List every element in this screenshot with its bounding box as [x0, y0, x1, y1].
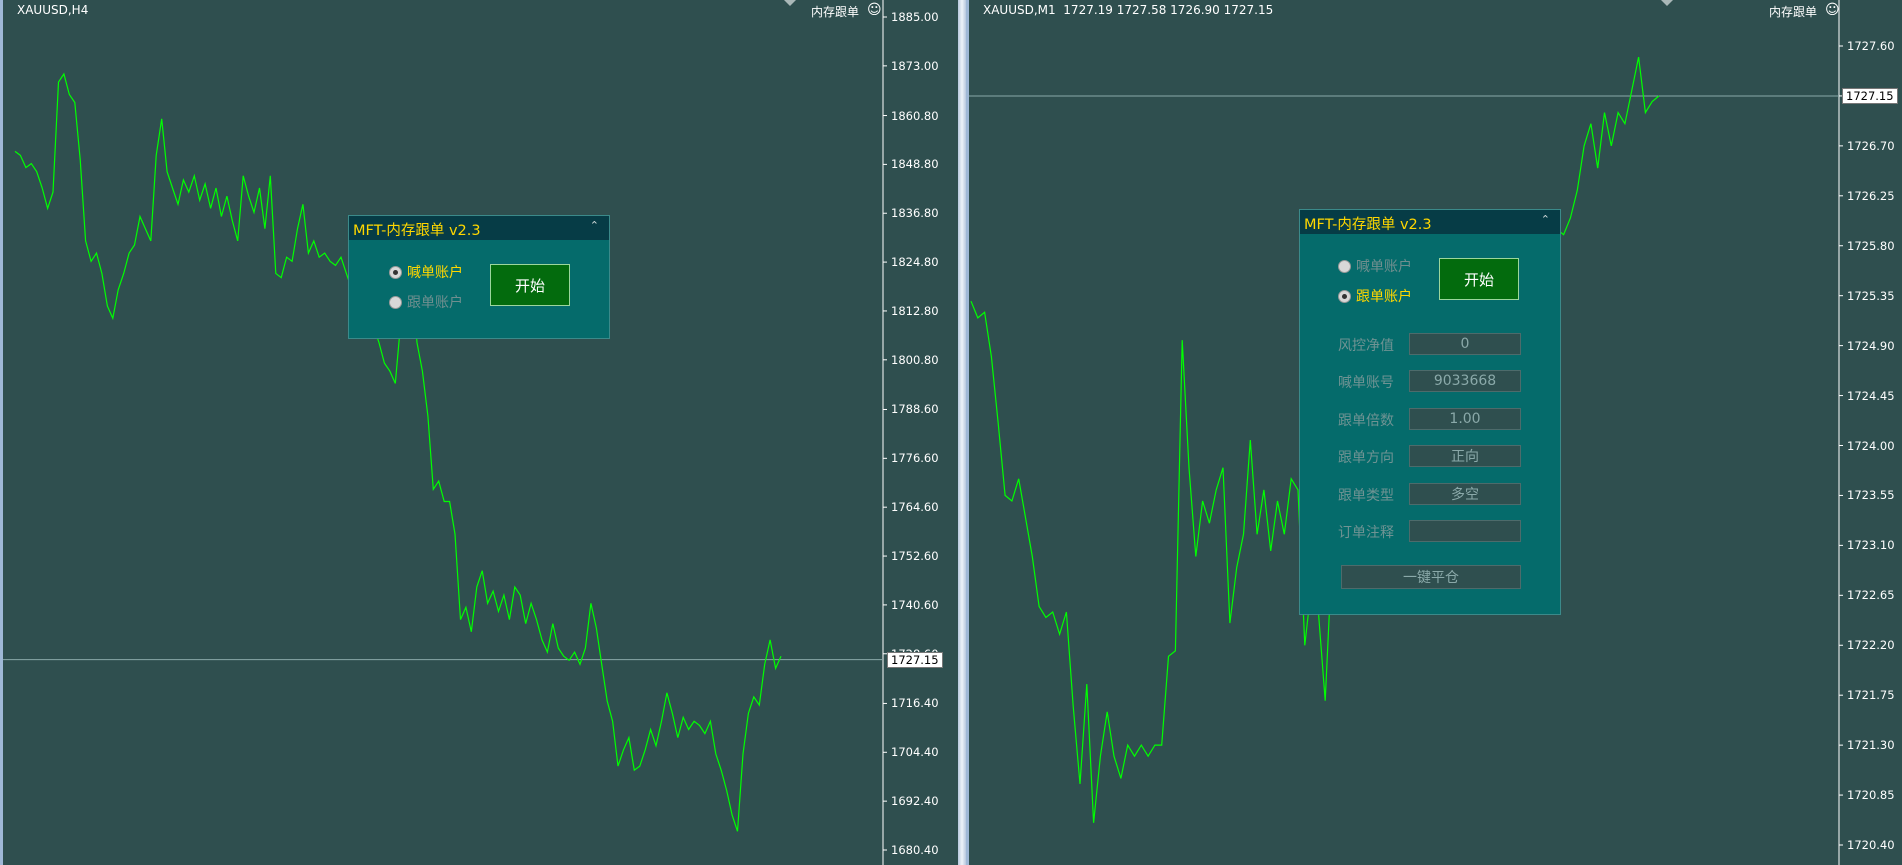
- panel-header[interactable]: MFT-内存跟单 v2.3 ⌃: [349, 216, 609, 240]
- price-tick-label: 1800.80: [891, 352, 939, 367]
- price-tick-label: 1723.10: [1847, 538, 1895, 553]
- price-chart-h4[interactable]: [3, 0, 958, 865]
- price-tick-label: 1848.80: [891, 157, 939, 172]
- risk-equity-label: 风控净值: [1338, 338, 1394, 354]
- price-tick-label: 1836.80: [891, 206, 939, 221]
- chart-shift-marker-icon[interactable]: [784, 0, 796, 6]
- price-tick-label: 1885.00: [891, 10, 939, 24]
- price-tick-label: 1680.40: [891, 843, 939, 857]
- radio-call-account[interactable]: 喊单账户: [1338, 256, 1412, 276]
- follow-type-input[interactable]: 多空: [1409, 483, 1521, 505]
- window-splitter[interactable]: [958, 0, 966, 865]
- follow-multiplier-label: 跟单倍数: [1338, 413, 1394, 429]
- radio-follow-label: 跟单账户: [1356, 289, 1412, 305]
- caller-account-label: 喊单账号: [1338, 375, 1394, 391]
- order-comment-label: 订单注释: [1338, 525, 1394, 541]
- chart-symbol: XAUUSD,M1: [983, 3, 1056, 17]
- price-tick-label: 1726.25: [1847, 188, 1895, 203]
- price-tick-label: 1752.60: [891, 549, 939, 564]
- price-tick-label: 1860.80: [891, 108, 939, 123]
- radio-call-label: 喊单账户: [1356, 259, 1412, 275]
- follow-direction-input[interactable]: 正向: [1409, 445, 1521, 467]
- current-price-tag: 1727.15: [887, 651, 943, 668]
- collapse-icon[interactable]: ⌃: [589, 219, 599, 232]
- radio-unselected-icon: [389, 295, 402, 309]
- caller-account-input[interactable]: 9033668: [1409, 370, 1521, 392]
- follow-multiplier-input[interactable]: 1.00: [1409, 408, 1521, 430]
- price-tick-label: 1722.65: [1847, 588, 1895, 603]
- price-tick-label: 1720.40: [1847, 838, 1895, 852]
- price-tick-label: 1727.60: [1847, 39, 1895, 53]
- radio-unselected-icon: [1338, 259, 1351, 273]
- close-all-button[interactable]: 一键平仓: [1341, 565, 1521, 589]
- price-tick-label: 1692.40: [891, 794, 939, 809]
- collapse-icon[interactable]: ⌃: [1540, 213, 1550, 226]
- order-comment-input[interactable]: [1409, 520, 1521, 542]
- price-tick-label: 1704.40: [891, 745, 939, 760]
- price-series-line: [14, 72, 782, 832]
- panel-header[interactable]: MFT-内存跟单 v2.3 ⌃: [1300, 210, 1560, 234]
- price-tick-label: 1721.75: [1847, 688, 1895, 703]
- price-tick-label: 1716.40: [891, 696, 939, 711]
- price-tick-label: 1722.20: [1847, 638, 1895, 653]
- indicator-label: 内存跟单: [1769, 5, 1818, 19]
- follow-direction-label: 跟单方向: [1338, 450, 1394, 466]
- current-price-tag: 1727.15: [1842, 87, 1898, 104]
- price-tick-label: 1726.70: [1847, 138, 1895, 153]
- price-tick-label: 1776.60: [891, 451, 939, 466]
- mft-follow-panel: MFT-内存跟单 v2.3 ⌃ 喊单账户 跟单账户 开始 风控净值 0 喊单账号…: [1299, 209, 1561, 615]
- price-tick-label: 1720.85: [1847, 788, 1895, 803]
- price-tick-label: 1724.45: [1847, 388, 1895, 403]
- radio-follow-label: 跟单账户: [407, 295, 463, 311]
- price-tick-label: 1721.30: [1847, 738, 1895, 753]
- price-tick-label: 1764.60: [891, 500, 939, 515]
- price-tick-label: 1724.00: [1847, 438, 1895, 453]
- smiley-icon: ☺: [867, 2, 882, 18]
- radio-selected-icon: [1338, 289, 1351, 303]
- radio-follow-account[interactable]: 跟单账户: [1338, 286, 1412, 306]
- price-tick-label: 1725.80: [1847, 238, 1895, 253]
- price-tick-label: 1824.80: [891, 255, 939, 270]
- price-tick-label: 1788.60: [891, 402, 939, 417]
- smiley-icon: ☺: [1825, 2, 1840, 18]
- price-tick-label: 1723.55: [1847, 488, 1895, 503]
- chart-shift-marker-icon[interactable]: [1661, 0, 1673, 6]
- price-tick-label: 1873.00: [891, 58, 939, 73]
- chart-window-xauusd-m1[interactable]: XAUUSD,M1 1727.19 1727.58 1726.90 1727.1…: [966, 0, 1902, 865]
- radio-call-label: 喊单账户: [407, 265, 463, 281]
- indicator-label: 内存跟单: [811, 5, 860, 19]
- price-tick-label: 1725.35: [1847, 288, 1895, 303]
- mft-follow-panel: MFT-内存跟单 v2.3 ⌃ 喊单账户 跟单账户 开始: [348, 215, 610, 339]
- start-button[interactable]: 开始: [490, 264, 570, 306]
- chart-window-xauusd-h4[interactable]: XAUUSD,H4 内存跟单 ☺ 1885.00 1873.00 1860.80 18…: [0, 0, 958, 865]
- ohlc-values: 1727.19 1727.58 1726.90 1727.15: [1063, 3, 1274, 17]
- follow-type-label: 跟单类型: [1338, 488, 1394, 504]
- risk-equity-input[interactable]: 0: [1409, 333, 1521, 355]
- radio-call-account[interactable]: 喊单账户: [389, 262, 463, 282]
- price-tick-label: 1740.60: [891, 597, 939, 612]
- panel-title: MFT-内存跟单 v2.3: [1304, 217, 1432, 233]
- price-tick-label: 1724.90: [1847, 338, 1895, 353]
- price-tick-label: 1812.80: [891, 303, 939, 318]
- radio-selected-icon: [389, 265, 402, 279]
- start-button[interactable]: 开始: [1439, 258, 1519, 300]
- panel-title: MFT-内存跟单 v2.3: [353, 223, 481, 239]
- chart-symbol-label: XAUUSD,H4: [17, 3, 89, 17]
- radio-follow-account[interactable]: 跟单账户: [389, 292, 463, 312]
- chart-symbol-label: XAUUSD,M1 1727.19 1727.58 1726.90 1727.1…: [983, 3, 1273, 17]
